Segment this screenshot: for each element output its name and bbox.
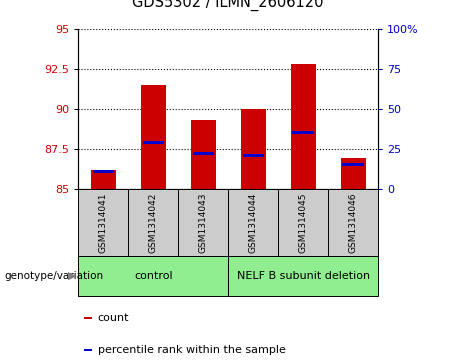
Bar — [292, 131, 314, 134]
Text: control: control — [134, 271, 172, 281]
Bar — [78, 189, 128, 256]
Text: GSM1314046: GSM1314046 — [349, 192, 358, 253]
Bar — [178, 189, 228, 256]
Bar — [193, 152, 214, 155]
Bar — [142, 141, 164, 144]
Bar — [93, 170, 114, 173]
Text: GSM1314042: GSM1314042 — [149, 192, 158, 253]
Bar — [128, 189, 178, 256]
Bar — [328, 189, 378, 256]
Text: GSM1314045: GSM1314045 — [299, 192, 307, 253]
Text: NELF B subunit deletion: NELF B subunit deletion — [236, 271, 370, 281]
Text: GSM1314041: GSM1314041 — [99, 192, 108, 253]
Text: GSM1314044: GSM1314044 — [248, 192, 258, 253]
Bar — [191, 120, 216, 189]
Bar — [343, 163, 364, 166]
Bar — [141, 85, 166, 189]
Bar — [91, 170, 116, 189]
Text: GSM1314043: GSM1314043 — [199, 192, 208, 253]
Text: genotype/variation: genotype/variation — [5, 271, 104, 281]
Bar — [290, 64, 316, 189]
Text: GDS5302 / ILMN_2606120: GDS5302 / ILMN_2606120 — [132, 0, 324, 11]
Text: percentile rank within the sample: percentile rank within the sample — [98, 345, 285, 355]
Bar — [228, 256, 378, 296]
Bar — [241, 109, 266, 189]
Text: count: count — [98, 313, 129, 323]
Bar — [242, 154, 264, 157]
Bar — [228, 189, 278, 256]
Bar — [78, 256, 228, 296]
Bar — [341, 158, 366, 189]
Bar — [278, 189, 328, 256]
Bar — [84, 317, 92, 319]
Text: ▶: ▶ — [68, 271, 76, 281]
Bar — [84, 348, 92, 351]
